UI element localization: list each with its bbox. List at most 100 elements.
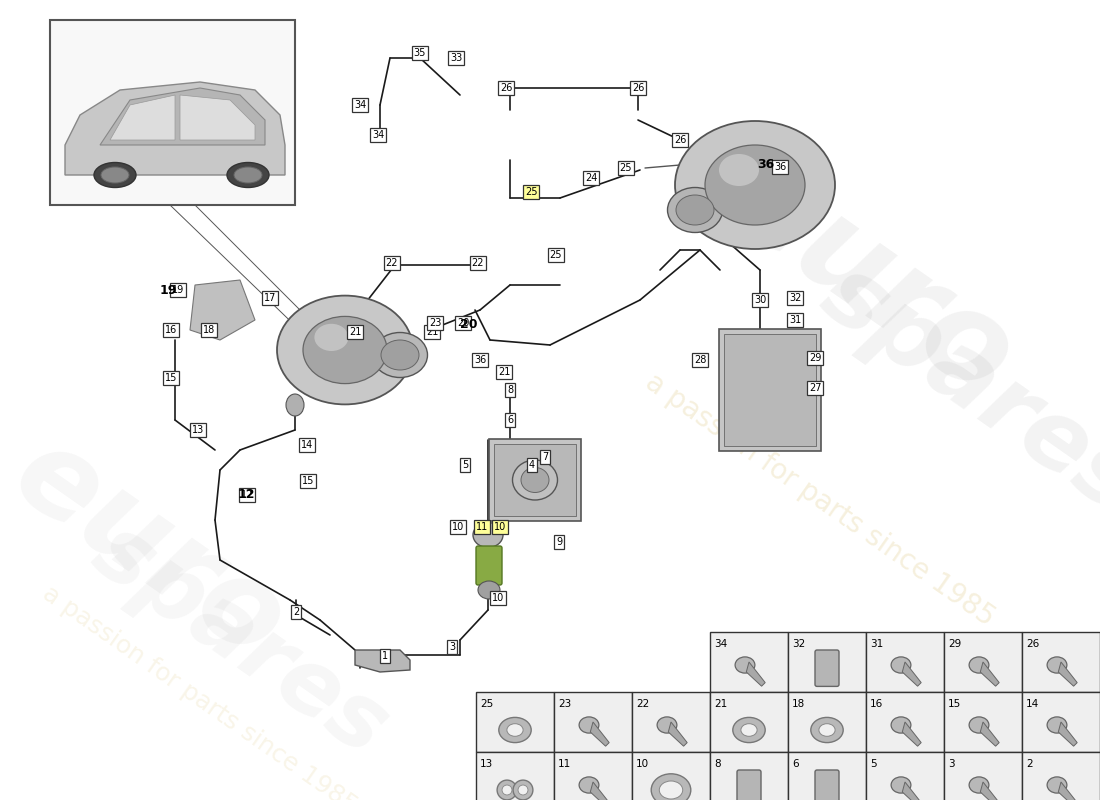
- Text: 25: 25: [619, 163, 632, 173]
- Ellipse shape: [811, 718, 844, 742]
- Bar: [554, 752, 632, 800]
- Ellipse shape: [719, 154, 759, 186]
- Ellipse shape: [101, 167, 129, 183]
- Bar: [788, 632, 866, 692]
- Polygon shape: [1058, 662, 1077, 686]
- Text: a passion for parts since 1985: a passion for parts since 1985: [39, 582, 362, 800]
- Text: 26: 26: [674, 135, 686, 145]
- Text: 13: 13: [191, 425, 205, 435]
- Text: 34: 34: [714, 639, 727, 649]
- Text: 26: 26: [631, 83, 645, 93]
- Ellipse shape: [579, 717, 598, 733]
- Text: 12: 12: [238, 489, 255, 502]
- FancyBboxPatch shape: [719, 329, 821, 451]
- Polygon shape: [902, 722, 921, 746]
- Ellipse shape: [497, 780, 517, 800]
- Ellipse shape: [1047, 717, 1067, 733]
- Text: 24: 24: [585, 173, 597, 183]
- Polygon shape: [669, 722, 688, 746]
- Text: 1: 1: [382, 651, 388, 661]
- Text: 27: 27: [808, 383, 822, 393]
- Ellipse shape: [891, 657, 911, 673]
- Text: 34: 34: [372, 130, 384, 140]
- Text: 25: 25: [550, 250, 562, 260]
- Text: 33: 33: [450, 53, 462, 63]
- Text: 21: 21: [498, 367, 510, 377]
- Bar: [1022, 752, 1100, 800]
- Text: 8: 8: [507, 385, 513, 395]
- Text: 36: 36: [474, 355, 486, 365]
- Text: 29: 29: [948, 639, 961, 649]
- Bar: [944, 692, 1022, 752]
- Polygon shape: [1058, 782, 1077, 800]
- Polygon shape: [100, 88, 265, 145]
- Ellipse shape: [286, 394, 304, 416]
- Text: 23: 23: [429, 318, 441, 328]
- Text: 8: 8: [714, 759, 720, 769]
- Text: 19: 19: [172, 285, 184, 295]
- Bar: [1022, 632, 1100, 692]
- FancyBboxPatch shape: [815, 650, 839, 686]
- Bar: [476, 752, 554, 800]
- Ellipse shape: [676, 195, 714, 225]
- Ellipse shape: [891, 717, 911, 733]
- Text: 23: 23: [558, 699, 571, 709]
- Text: 25: 25: [525, 187, 537, 197]
- Text: 31: 31: [870, 639, 883, 649]
- Bar: [866, 752, 944, 800]
- Ellipse shape: [277, 296, 412, 405]
- Ellipse shape: [657, 717, 676, 733]
- Text: 36: 36: [757, 158, 774, 171]
- Text: 3: 3: [449, 642, 455, 652]
- Text: euro: euro: [704, 138, 1036, 422]
- Ellipse shape: [818, 724, 835, 736]
- Ellipse shape: [675, 121, 835, 249]
- Polygon shape: [591, 782, 609, 800]
- Text: 30: 30: [754, 295, 766, 305]
- Bar: [554, 692, 632, 752]
- Text: 18: 18: [202, 325, 216, 335]
- Text: 3: 3: [948, 759, 955, 769]
- Text: 32: 32: [789, 293, 801, 303]
- Text: 29: 29: [808, 353, 822, 363]
- Ellipse shape: [502, 785, 512, 795]
- Ellipse shape: [234, 167, 262, 183]
- Ellipse shape: [705, 145, 805, 225]
- Polygon shape: [591, 722, 609, 746]
- Bar: [710, 692, 788, 752]
- Text: spares: spares: [76, 507, 404, 773]
- Ellipse shape: [381, 340, 419, 370]
- Ellipse shape: [478, 581, 500, 599]
- Text: 25: 25: [480, 699, 493, 709]
- Ellipse shape: [969, 657, 989, 673]
- Ellipse shape: [1047, 657, 1067, 673]
- Text: 32: 32: [792, 639, 805, 649]
- Text: 35: 35: [414, 48, 426, 58]
- Text: 10: 10: [452, 522, 464, 532]
- Bar: [476, 692, 554, 752]
- Bar: [632, 752, 710, 800]
- Polygon shape: [190, 280, 255, 340]
- Ellipse shape: [315, 324, 349, 351]
- Text: 17: 17: [264, 293, 276, 303]
- Ellipse shape: [473, 522, 503, 547]
- FancyBboxPatch shape: [815, 770, 839, 800]
- Ellipse shape: [518, 785, 528, 795]
- Text: 10: 10: [492, 593, 504, 603]
- Text: 2: 2: [293, 607, 299, 617]
- Text: 22: 22: [472, 258, 484, 268]
- Ellipse shape: [969, 777, 989, 793]
- Ellipse shape: [891, 777, 911, 793]
- Text: 18: 18: [792, 699, 805, 709]
- Text: 7: 7: [542, 452, 548, 462]
- Ellipse shape: [741, 724, 757, 736]
- Text: 14: 14: [1026, 699, 1039, 709]
- Polygon shape: [355, 650, 410, 672]
- Ellipse shape: [513, 780, 532, 800]
- Text: 31: 31: [789, 315, 801, 325]
- Ellipse shape: [373, 333, 428, 378]
- Bar: [1022, 692, 1100, 752]
- Polygon shape: [110, 95, 175, 140]
- Polygon shape: [980, 662, 999, 686]
- FancyBboxPatch shape: [476, 546, 502, 585]
